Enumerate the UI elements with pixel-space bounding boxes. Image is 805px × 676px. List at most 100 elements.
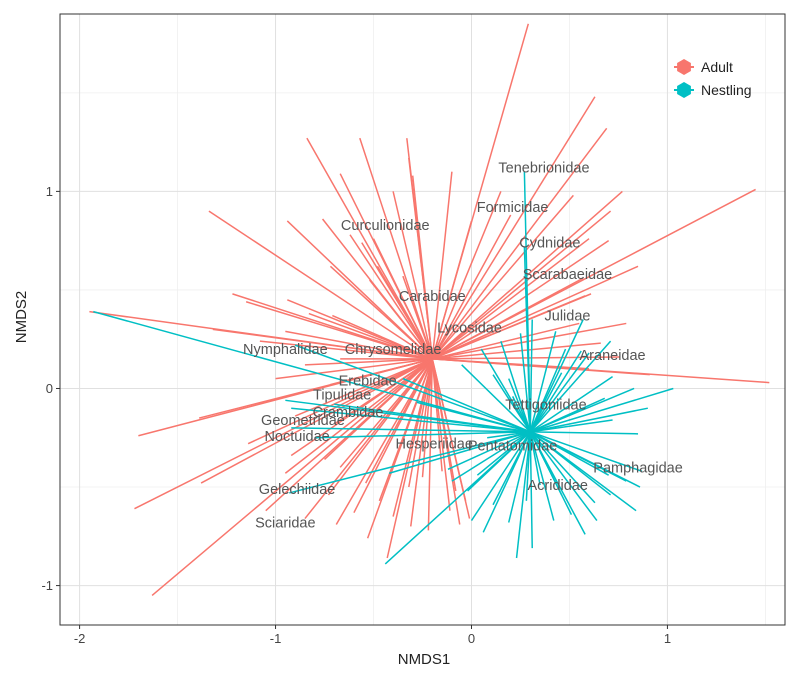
family-label: Hesperiidae xyxy=(396,437,473,453)
spider-line-adult xyxy=(308,312,433,360)
spider-line-nestling xyxy=(530,431,639,435)
spider-line-adult xyxy=(332,314,433,360)
spider-line-adult xyxy=(372,238,433,360)
spider-line-nestling xyxy=(530,387,674,433)
grid-minor xyxy=(60,14,785,625)
spider-line-nestling xyxy=(529,331,557,433)
series-layer xyxy=(89,23,770,597)
spider-line-adult xyxy=(349,234,433,360)
spider-line-nestling xyxy=(492,374,531,433)
spider-line-nestling xyxy=(515,431,532,559)
spider-line-nestling xyxy=(492,431,531,506)
spider-line-nestling xyxy=(529,352,590,433)
spider-line-nestling xyxy=(291,427,531,433)
spider-line-adult xyxy=(431,220,473,360)
spider-line-nestling xyxy=(511,396,531,433)
y-tick-label: 0 xyxy=(46,381,53,396)
x-axis-ticks: -2 -1 0 1 xyxy=(74,625,671,646)
spider-line-nestling xyxy=(334,403,531,433)
spider-line-adult xyxy=(409,358,434,527)
family-label: Lycosidae xyxy=(437,320,502,336)
spider-line-nestling xyxy=(529,431,596,504)
series-nestling xyxy=(93,171,674,565)
family-label: Carabidae xyxy=(399,289,466,305)
y-axis-title: NMDS2 xyxy=(13,291,30,344)
spider-line-adult xyxy=(335,358,433,525)
y-tick-label: -1 xyxy=(41,578,53,593)
spider-line-adult xyxy=(304,358,433,520)
family-label: Tenebrionidae xyxy=(498,161,589,177)
spider-line-nestling xyxy=(93,310,531,433)
family-label: Julidae xyxy=(545,309,591,325)
x-tick-label: -2 xyxy=(74,631,86,646)
family-label: Sciaridae xyxy=(255,516,315,532)
spider-line-nestling xyxy=(523,246,532,432)
spider-line-adult xyxy=(376,265,433,360)
spider-line-adult xyxy=(365,358,433,484)
spider-line-adult xyxy=(431,214,512,360)
spider-line-nestling xyxy=(529,431,598,521)
family-label: Formicidae xyxy=(477,200,549,216)
x-tick-label: 0 xyxy=(468,631,475,646)
spider-line-adult xyxy=(432,322,580,360)
spider-line-adult xyxy=(247,358,433,445)
spider-line-adult xyxy=(431,277,584,360)
spider-line-adult xyxy=(329,265,433,360)
spider-line-adult xyxy=(431,191,502,360)
x-tick-label: 1 xyxy=(664,631,671,646)
spider-line-adult xyxy=(284,358,433,474)
spider-line-nestling xyxy=(529,431,637,512)
spider-line-adult xyxy=(432,295,586,360)
family-label: Araneidae xyxy=(580,348,646,364)
spider-line-adult xyxy=(431,358,461,525)
spider-line-nestling xyxy=(529,340,612,433)
spider-line-nestling xyxy=(476,431,531,476)
spider-line-adult xyxy=(411,175,434,359)
legend: Adult Nestling xyxy=(674,59,752,98)
spider-line-nestling xyxy=(529,397,606,433)
family-label: Nymphalidae xyxy=(243,342,328,358)
family-label: Pamphagidae xyxy=(593,460,683,476)
spider-line-nestling xyxy=(529,431,586,535)
spider-line-nestling xyxy=(447,431,531,470)
spider-line-nestling xyxy=(529,431,555,521)
spider-line-nestling xyxy=(470,431,531,521)
spider-line-adult xyxy=(265,358,433,512)
spider-line-adult xyxy=(386,358,434,559)
family-labels: Tenebrionidae Formicidae Curculionidae Cydn… xyxy=(243,161,683,532)
spider-line-adult xyxy=(432,322,627,360)
family-label: Tettigoniidae xyxy=(505,397,586,413)
spider-line-adult xyxy=(431,96,596,360)
family-label: Scarabaeidae xyxy=(523,267,613,283)
spider-line-nestling xyxy=(519,333,532,432)
family-label: Cydnidae xyxy=(519,236,580,252)
family-label: Noctuidae xyxy=(264,429,329,445)
spider-line-adult xyxy=(432,356,621,360)
spider-line-adult xyxy=(259,340,433,360)
spider-line-adult xyxy=(431,238,590,360)
spider-line-adult xyxy=(208,210,433,360)
spider-line-adult xyxy=(369,279,433,360)
y-tick-label: 1 xyxy=(46,184,53,199)
spider-line-nestling xyxy=(530,407,648,433)
spider-line-nestling xyxy=(402,377,531,433)
spider-line-adult xyxy=(431,127,608,360)
legend-key-marker xyxy=(677,59,691,75)
family-label: Curculionidae xyxy=(341,218,430,234)
spider-line-nestling xyxy=(467,431,531,492)
spider-line-nestling xyxy=(529,350,582,433)
family-label: Gelechiidae xyxy=(259,482,336,498)
spider-line-nestling xyxy=(529,372,563,433)
spider-line-adult xyxy=(285,330,433,360)
spider-line-adult xyxy=(359,137,434,360)
family-label: Crambidae xyxy=(313,405,384,421)
spider-line-adult xyxy=(304,358,433,366)
spider-line-adult xyxy=(134,358,433,510)
spider-line-nestling xyxy=(461,364,531,433)
spider-line-adult xyxy=(245,301,433,360)
spider-line-adult xyxy=(431,171,453,359)
spider-line-nestling xyxy=(314,431,531,439)
series-adult xyxy=(89,23,770,597)
spider-line-nestling xyxy=(529,431,641,488)
